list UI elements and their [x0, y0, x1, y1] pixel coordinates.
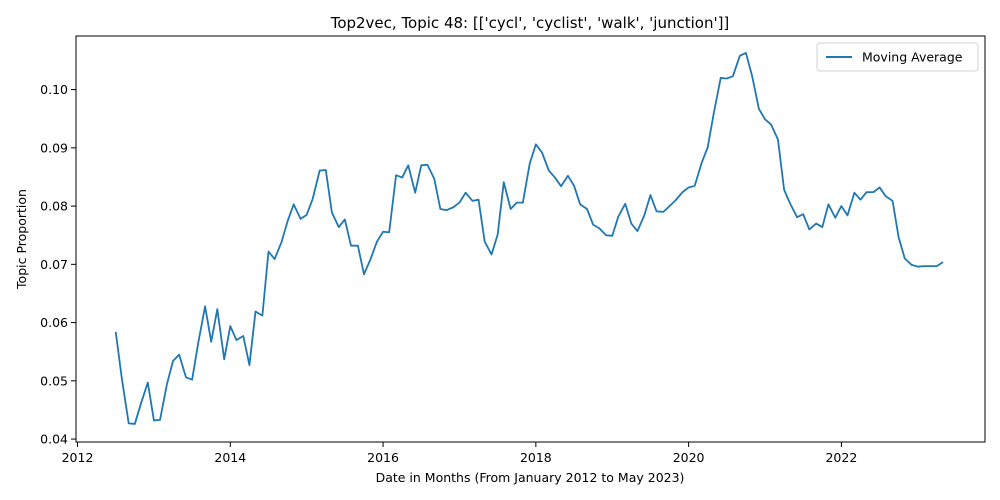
x-tick-label: 2012 [62, 450, 94, 465]
y-tick-label: 0.05 [40, 373, 68, 388]
y-tick-label: 0.09 [40, 140, 68, 155]
chart-title: Top2vec, Topic 48: [['cycl', 'cyclist', … [330, 14, 730, 32]
x-tick-label: 2018 [520, 450, 552, 465]
y-tick-label: 0.04 [40, 432, 68, 447]
plot-area [75, 35, 986, 443]
y-axis-label: Topic Proportion [14, 189, 29, 290]
legend-box [816, 42, 979, 72]
series-layer [114, 51, 944, 425]
y-tick-label: 0.08 [40, 199, 68, 214]
x-axis: 2012 2014 2016 2018 2020 2022 [62, 442, 857, 465]
y-tick-label: 0.06 [40, 315, 68, 330]
y-tick-label: 0.10 [40, 82, 68, 97]
x-tick-label: 2020 [673, 450, 705, 465]
legend: Moving Average [816, 42, 979, 72]
legend-label: Moving Average [862, 50, 963, 65]
x-axis-label: Date in Months (From January 2012 to May… [376, 470, 685, 485]
x-tick-label: 2014 [214, 450, 246, 465]
x-tick-label: 2016 [367, 450, 399, 465]
y-tick-label: 0.07 [40, 257, 68, 272]
series-line-moving-average [114, 51, 944, 425]
x-tick-label: 2022 [825, 450, 857, 465]
y-axis: 0.04 0.05 0.06 0.07 0.08 0.09 0.10 [40, 82, 76, 447]
